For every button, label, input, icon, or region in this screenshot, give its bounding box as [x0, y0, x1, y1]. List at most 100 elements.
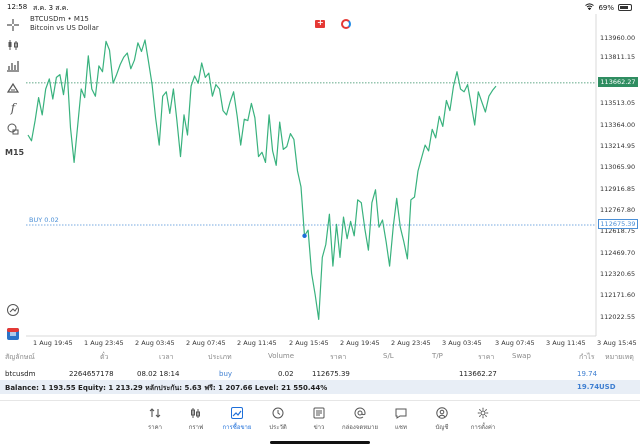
- x-tick-label: 1 Aug 19:45: [33, 339, 73, 347]
- account-summary: Balance: 1 193.55 Equity: 1 213.29 หลักป…: [0, 380, 640, 394]
- shapes-icon[interactable]: [5, 121, 21, 137]
- y-tick-label: 113214.95: [600, 142, 636, 150]
- mailbox-icon: [354, 407, 366, 419]
- col-volume: Volume: [268, 352, 295, 360]
- col-comment: หมายเหตุ: [605, 353, 634, 361]
- function-icon[interactable]: f: [10, 101, 16, 115]
- trade-icon: [231, 407, 243, 419]
- chart-icon: [191, 408, 200, 418]
- candlestick-icon[interactable]: [5, 37, 21, 53]
- signal-icon[interactable]: [341, 19, 351, 29]
- currency: USD: [599, 383, 616, 391]
- quotes-icon: [149, 408, 161, 418]
- total-profit: 19.74: [577, 383, 600, 391]
- one-click-trading-icon[interactable]: [5, 326, 21, 342]
- y-tick-label: 113513.05: [600, 99, 636, 107]
- col-price: ราคา: [330, 353, 347, 361]
- status-right: 69%: [585, 3, 632, 12]
- nav-account[interactable]: บัญชี: [422, 407, 462, 432]
- nav-chart[interactable]: กราฟ: [176, 407, 216, 432]
- x-tick-label: 2 Aug 07:45: [186, 339, 226, 347]
- x-tick-label: 2 Aug 03:45: [135, 339, 175, 347]
- bottom-nav: ราคา กราฟ การซื้อขาย ประวัติ ข่าว กล่องจ…: [0, 400, 640, 447]
- current-price-tag: 113662.27: [598, 77, 638, 87]
- y-tick-label: 112469.70: [600, 249, 636, 257]
- status-time: 12:58: [7, 3, 28, 11]
- x-tick-label: 2 Aug 19:45: [340, 339, 380, 347]
- col-current-price: ราคา: [478, 353, 495, 361]
- row-open-price: 112675.39: [312, 370, 350, 378]
- news-icon: [313, 407, 325, 419]
- col-tp: T/P: [432, 352, 443, 360]
- col-sl: S/L: [383, 352, 394, 360]
- nav-label: ข่าว: [313, 424, 325, 431]
- price-chart[interactable]: BTCUSDm • M15 Bitcoin vs US Dollar 11396…: [26, 14, 640, 347]
- wifi-icon: [585, 3, 595, 12]
- col-ticket: ตั๋ว: [100, 353, 109, 361]
- timeframe-button[interactable]: M15: [5, 148, 25, 157]
- battery-percent: 69%: [598, 3, 614, 12]
- chart-symbol-description: Bitcoin vs US Dollar: [30, 24, 99, 32]
- y-tick-label: 113811.15: [600, 53, 636, 61]
- x-tick-label: 3 Aug 03:45: [442, 339, 482, 347]
- row-time: 08.02 18:14: [137, 370, 180, 378]
- y-tick-label: 112767.80: [600, 206, 636, 214]
- buy-entry-marker[interactable]: [302, 233, 307, 239]
- nav-trade[interactable]: การซื้อขาย: [217, 407, 257, 432]
- status-date: ส.ค. 3 ส.ค.: [33, 4, 69, 12]
- y-tick-label: 112171.60: [600, 291, 636, 299]
- speedometer-icon[interactable]: [5, 302, 21, 318]
- x-tick-label: 3 Aug 07:45: [495, 339, 535, 347]
- col-swap: Swap: [512, 352, 531, 360]
- nav-label: กราฟ: [188, 424, 204, 431]
- x-tick-label: 1 Aug 23:45: [84, 339, 124, 347]
- history-icon: [272, 407, 284, 419]
- buy-line-label[interactable]: BUY 0.02: [29, 216, 59, 224]
- col-type: ประเภท: [208, 353, 232, 361]
- trade-flag-icon[interactable]: [315, 18, 325, 28]
- status-bar: 12:58 ส.ค. 3 ส.ค. 69%: [0, 0, 640, 14]
- nav-settings[interactable]: การตั้งค่า: [463, 407, 503, 432]
- row-ticket: 2264657178: [69, 370, 114, 378]
- nav-chat[interactable]: แชท: [381, 407, 421, 432]
- balance-text: Balance: 1 193.55 Equity: 1 213.29 หลักป…: [5, 384, 328, 392]
- y-tick-label: 112618.75: [600, 227, 636, 235]
- nav-label: แชท: [395, 424, 407, 431]
- col-profit: กำไร: [579, 353, 595, 361]
- col-time: เวลา: [159, 353, 174, 361]
- positions-table: สัญลักษณ์ ตั๋ว เวลา ประเภท Volume ราคา S…: [0, 347, 640, 383]
- chart-canvas[interactable]: [26, 14, 640, 342]
- row-current-price: 113662.27: [459, 370, 497, 378]
- chart-symbol: BTCUSDm • M15: [30, 15, 89, 23]
- price-series-line: [27, 39, 497, 320]
- y-tick-label: 112022.55: [600, 313, 636, 321]
- y-tick-label: 113960.00: [600, 34, 636, 42]
- nav-history[interactable]: ประวัติ: [258, 407, 298, 432]
- row-type: buy: [219, 370, 233, 378]
- row-profit: 19.74: [577, 370, 598, 378]
- nav-news[interactable]: ข่าว: [299, 407, 339, 432]
- chart-toolbar: f M15: [0, 14, 26, 344]
- chat-icon: [395, 408, 407, 419]
- crosshair-icon[interactable]: [5, 17, 21, 33]
- nav-quotes[interactable]: ราคา: [135, 407, 175, 432]
- table-header: สัญลักษณ์ ตั๋ว เวลา ประเภท Volume ราคา S…: [0, 347, 640, 365]
- objects-icon[interactable]: [5, 79, 21, 95]
- nav-label: ราคา: [148, 424, 162, 431]
- nav-mailbox[interactable]: กล่องจดหมาย: [340, 407, 380, 432]
- row-volume: 0.02: [278, 370, 294, 378]
- battery-icon: [618, 4, 632, 11]
- table-row[interactable]: btcusdm 2264657178 08.02 18:14 buy 0.02 …: [0, 365, 640, 383]
- x-tick-label: 3 Aug 15:45: [597, 339, 637, 347]
- buy-price-tag: 112675.39: [598, 219, 638, 229]
- indicators-icon[interactable]: [5, 58, 21, 74]
- settings-icon: [477, 407, 489, 419]
- home-indicator: [270, 441, 370, 444]
- y-tick-label: 112916.85: [600, 185, 636, 193]
- nav-label: การซื้อขาย: [222, 424, 252, 431]
- nav-label: บัญชี: [435, 424, 449, 431]
- row-symbol: btcusdm: [5, 370, 36, 378]
- account-icon: [436, 407, 448, 419]
- x-tick-label: 2 Aug 11:45: [237, 339, 277, 347]
- x-tick-label: 2 Aug 15:45: [289, 339, 329, 347]
